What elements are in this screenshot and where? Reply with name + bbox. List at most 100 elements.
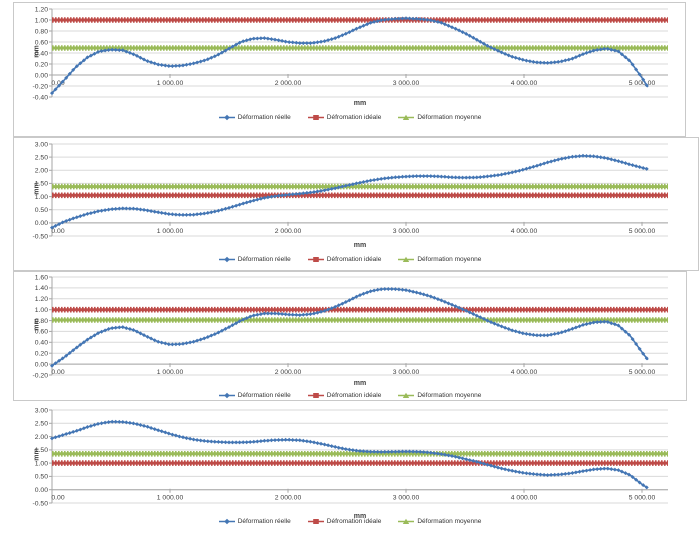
svg-text:1 000.00: 1 000.00 <box>157 228 184 235</box>
line-diamond-icon <box>218 256 235 263</box>
svg-text:1.20: 1.20 <box>35 296 48 303</box>
line-square-icon <box>307 115 324 120</box>
svg-text:1.00: 1.00 <box>35 460 48 467</box>
legend-label: Déformation réelle <box>237 114 291 121</box>
svg-text:0.50: 0.50 <box>35 207 48 214</box>
svg-text:2.50: 2.50 <box>35 154 48 161</box>
svg-text:1 000.00: 1 000.00 <box>157 80 184 87</box>
legend-label: Défromation idéale <box>326 256 382 263</box>
svg-text:5 000.00: 5 000.00 <box>629 369 656 376</box>
chart-panel-1: 1.20 1.00 0.80 0.60 0.40 0.20 0.00 -0.20 -0.40 0.… <box>0 0 700 137</box>
svg-text:0.50: 0.50 <box>35 474 48 481</box>
x-axis-title: mm <box>353 100 367 107</box>
svg-text:2 000.00: 2 000.00 <box>275 228 302 235</box>
svg-text:-0.50: -0.50 <box>33 233 49 240</box>
svg-text:4 000.00: 4 000.00 <box>511 80 538 87</box>
svg-text:0.80: 0.80 <box>35 318 48 325</box>
svg-text:1.50: 1.50 <box>35 447 48 454</box>
svg-text:-0.20: -0.20 <box>33 372 49 379</box>
legend: Déformation réelle Défromation idéale Dé… <box>0 392 700 399</box>
svg-text:1.00: 1.00 <box>35 17 48 24</box>
svg-text:0.00: 0.00 <box>35 220 48 227</box>
x-axis-title: mm <box>353 242 367 249</box>
svg-text:0.00: 0.00 <box>35 487 48 494</box>
svg-text:1 000.00: 1 000.00 <box>157 369 184 376</box>
line-triangle-icon <box>398 114 415 120</box>
legend-label: Déformation moyenne <box>417 256 482 263</box>
svg-text:0.80: 0.80 <box>35 28 48 35</box>
chart-panel-2: 3.00 2.50 2.00 1.50 1.00 0.50 0.00 -0.50 0.00 1 0… <box>0 137 700 271</box>
svg-text:1.00: 1.00 <box>35 194 48 201</box>
svg-text:0.00: 0.00 <box>51 495 64 502</box>
line-diamond-icon <box>218 392 235 399</box>
svg-text:0.00: 0.00 <box>51 228 64 235</box>
legend-item-deformation-ideale: Défromation idéale <box>307 256 382 263</box>
svg-text:1.40: 1.40 <box>35 285 48 292</box>
svg-text:3 000.00: 3 000.00 <box>393 369 420 376</box>
chart-panel-4: 3.00 2.50 2.00 1.50 1.00 0.50 0.00 -0.50 0.00 1 0… <box>0 402 700 547</box>
x-axis-title: mm <box>353 380 367 387</box>
legend: Déformation réelle Défromation idéale Dé… <box>0 114 700 121</box>
legend-item-deformation-moyenne: Déformation moyenne <box>398 114 481 121</box>
legend-label: Défromation idéale <box>326 518 382 525</box>
svg-text:1 000.00: 1 000.00 <box>157 495 184 502</box>
svg-text:2 000.00: 2 000.00 <box>275 80 302 87</box>
legend-item-deformation-moyenne: Déformation moyenne <box>398 518 481 525</box>
line-square-icon <box>307 257 324 262</box>
chart-canvas-2: 3.002.502.001.501.000.500.00-0.500.00 1 0… <box>33 141 668 240</box>
svg-text:1.00: 1.00 <box>35 307 48 314</box>
legend-item-deformation-reelle: Déformation réelle <box>218 392 291 399</box>
chart-panel-3: 1.60 1.40 1.20 1.00 0.80 0.60 0.40 0.20 0.00 -0.2… <box>0 271 700 402</box>
svg-text:0.00: 0.00 <box>51 369 64 376</box>
line-square-icon <box>307 519 324 524</box>
line-triangle-icon <box>398 518 415 524</box>
svg-text:0.20: 0.20 <box>35 61 48 68</box>
svg-text:-0.20: -0.20 <box>33 83 49 90</box>
legend-label: Déformation réelle <box>237 256 291 263</box>
line-diamond-icon <box>218 518 235 525</box>
svg-text:5 000.00: 5 000.00 <box>629 495 656 502</box>
svg-text:0.20: 0.20 <box>35 351 48 358</box>
legend-item-deformation-ideale: Défromation idéale <box>307 518 382 525</box>
legend: Déformation réelle Défromation idéale Dé… <box>0 518 700 525</box>
legend-label: Défromation idéale <box>326 114 382 121</box>
svg-text:3.00: 3.00 <box>35 407 48 414</box>
legend-label: Déformation réelle <box>237 392 291 399</box>
y-axis-title: mm <box>33 448 41 461</box>
svg-text:4 000.00: 4 000.00 <box>511 228 538 235</box>
svg-text:4 000.00: 4 000.00 <box>511 369 538 376</box>
line-triangle-icon <box>398 392 415 398</box>
svg-text:2 000.00: 2 000.00 <box>275 369 302 376</box>
y-axis-title: mm <box>33 45 41 58</box>
svg-text:0.60: 0.60 <box>35 39 48 46</box>
x-axis-title: mm <box>353 513 367 520</box>
line-diamond-icon <box>218 114 235 121</box>
svg-text:3 000.00: 3 000.00 <box>393 80 420 87</box>
svg-text:5 000.00: 5 000.00 <box>629 228 656 235</box>
svg-text:3 000.00: 3 000.00 <box>393 228 420 235</box>
chart-canvas-4: 3.002.502.001.501.000.500.00-0.500.00 1 0… <box>33 407 668 507</box>
svg-text:0.60: 0.60 <box>35 329 48 336</box>
legend: Déformation réelle Défromation idéale Dé… <box>0 256 700 263</box>
y-axis-title: mm <box>33 182 41 195</box>
legend-item-deformation-ideale: Défromation idéale <box>307 392 382 399</box>
legend-label: Déformation réelle <box>237 518 291 525</box>
svg-text:5 000.00: 5 000.00 <box>629 80 656 87</box>
svg-text:-0.50: -0.50 <box>33 500 49 507</box>
svg-text:2.50: 2.50 <box>35 421 48 428</box>
legend-item-deformation-moyenne: Déformation moyenne <box>398 256 481 263</box>
legend-item-deformation-reelle: Déformation réelle <box>218 256 291 263</box>
legend-item-deformation-ideale: Défromation idéale <box>307 114 382 121</box>
svg-text:3.00: 3.00 <box>35 141 48 148</box>
svg-text:2 000.00: 2 000.00 <box>275 495 302 502</box>
svg-text:0.40: 0.40 <box>35 340 48 347</box>
svg-text:-0.40: -0.40 <box>33 94 49 101</box>
chart-canvas-1: 1.201.000.800.600.400.200.00-0.20-0.400.… <box>33 6 668 101</box>
legend-label: Défromation idéale <box>326 392 382 399</box>
y-axis-title: mm <box>33 318 41 331</box>
chart-canvas-3: 1.601.401.201.000.800.600.400.200.00-0.2… <box>33 274 668 379</box>
svg-text:2.00: 2.00 <box>35 434 48 441</box>
svg-text:0.40: 0.40 <box>35 50 48 57</box>
svg-text:4 000.00: 4 000.00 <box>511 495 538 502</box>
